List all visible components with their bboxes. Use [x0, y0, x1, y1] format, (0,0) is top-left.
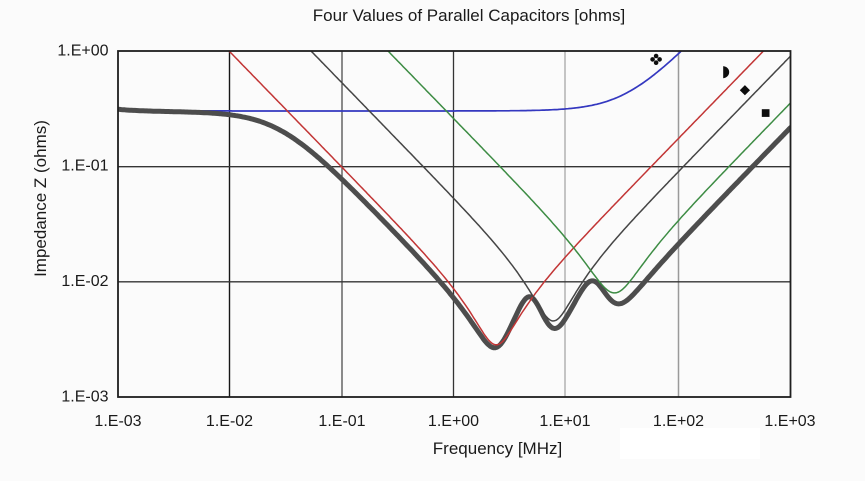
svg-text:1.E-01: 1.E-01: [61, 158, 108, 175]
svg-text:1.E-02: 1.E-02: [61, 273, 108, 290]
svg-text:1.E+01: 1.E+01: [539, 413, 590, 430]
svg-text:Frequency [MHz]: Frequency [MHz]: [433, 439, 562, 458]
svg-text:1.E-03: 1.E-03: [61, 388, 108, 405]
svg-text:1.E+00: 1.E+00: [57, 42, 108, 59]
svg-text:1.E+00: 1.E+00: [428, 413, 479, 430]
svg-text:1.E-01: 1.E-01: [318, 413, 365, 430]
svg-text:1.E-03: 1.E-03: [94, 413, 141, 430]
svg-text:Impedance Z (ohms): Impedance Z (ohms): [31, 120, 50, 277]
svg-text:1.E-02: 1.E-02: [206, 413, 253, 430]
svg-text:1.E+03: 1.E+03: [764, 413, 815, 430]
svg-text:Four Values of Parallel Capaci: Four Values of Parallel Capacitors [ohms…: [313, 6, 625, 25]
svg-text:1.E+02: 1.E+02: [653, 413, 704, 430]
